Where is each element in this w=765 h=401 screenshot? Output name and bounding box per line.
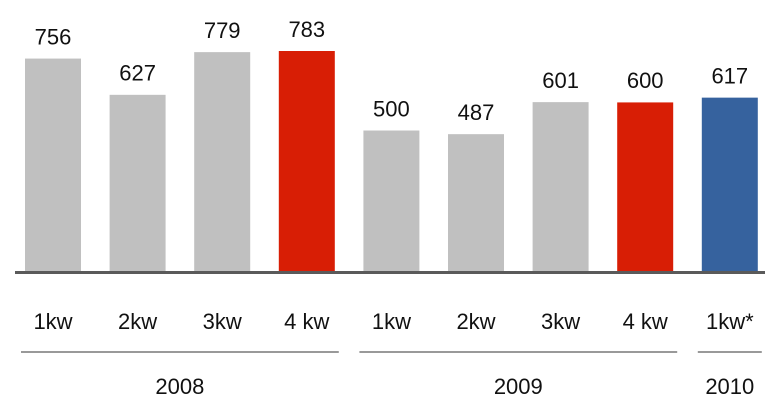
bar [363,130,420,271]
value-label: 600 [627,68,664,93]
value-label: 756 [35,24,72,49]
value-label: 500 [373,96,410,121]
bar [701,97,758,272]
x-tick-label: 4 kw [284,309,329,334]
value-label: 601 [542,68,579,93]
x-tick-label: 3kw [203,309,242,334]
x-tick-label: 2kw [456,309,495,334]
value-label: 487 [458,100,495,125]
bar [25,58,81,271]
x-tick-label: 1kw [372,309,411,334]
bar [278,51,335,271]
bar [109,94,166,271]
x-tick-label: 3kw [541,309,580,334]
bar [532,102,589,271]
x-tick-label: 4 kw [623,309,668,334]
group-label: 2008 [155,374,204,399]
x-tick-label: 1kw* [706,309,754,334]
x-tick-label: 2kw [118,309,157,334]
value-label: 617 [711,63,748,88]
bar [194,52,251,271]
bar [617,102,674,271]
value-label: 779 [204,18,241,43]
value-label: 627 [119,61,156,86]
bar [448,134,504,271]
group-label: 2009 [494,374,543,399]
group-label: 2010 [705,374,754,399]
value-label: 783 [288,17,325,42]
x-tick-label: 1kw [33,309,72,334]
